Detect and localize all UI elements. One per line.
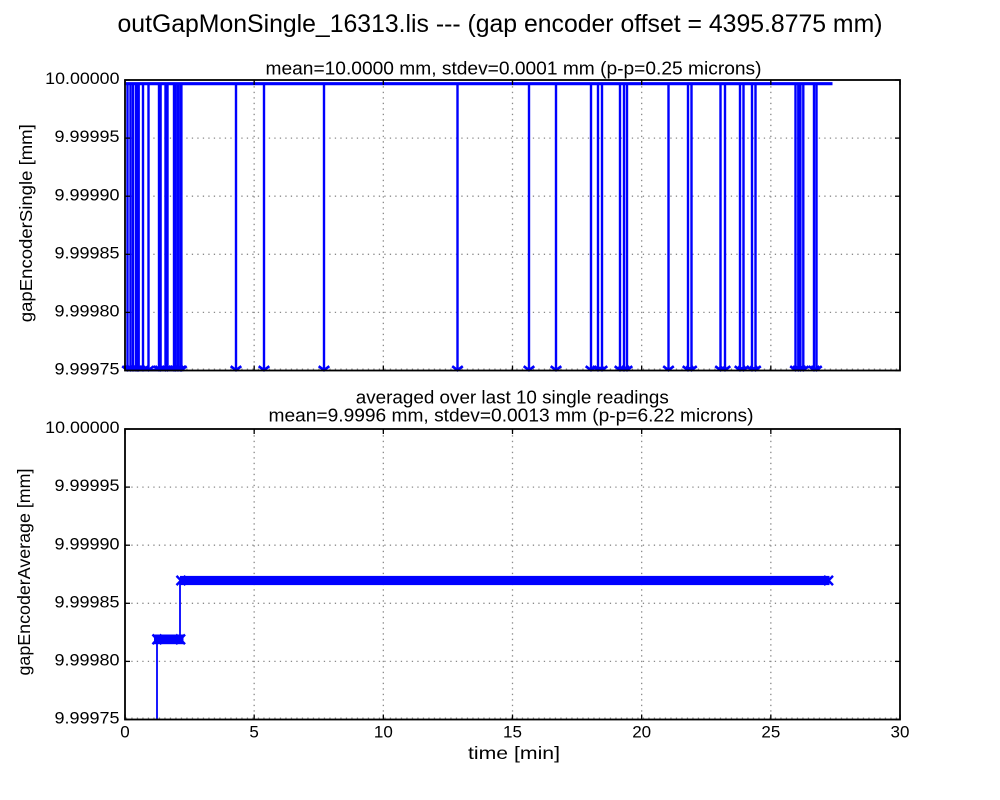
svg-text:0: 0 <box>120 723 129 742</box>
svg-text:9.99985: 9.99985 <box>55 243 120 262</box>
svg-text:9.99975: 9.99975 <box>55 360 120 379</box>
svg-text:9.99990: 9.99990 <box>55 185 120 204</box>
svg-text:10.00000: 10.00000 <box>45 69 119 88</box>
svg-text:9.99995: 9.99995 <box>55 476 120 495</box>
svg-text:5: 5 <box>249 723 258 742</box>
svg-text:9.99990: 9.99990 <box>55 534 120 553</box>
svg-text:9.99995: 9.99995 <box>55 127 120 146</box>
svg-text:gapEncoderSingle [mm]: gapEncoderSingle [mm] <box>16 124 36 322</box>
svg-text:10.00000: 10.00000 <box>45 418 119 437</box>
svg-text:gapEncoderAverage [mm]: gapEncoderAverage [mm] <box>14 469 34 676</box>
svg-text:mean=10.0000 mm, stdev=0.0001: mean=10.0000 mm, stdev=0.0001 mm (p-p=0.… <box>266 57 762 78</box>
svg-text:mean=9.9996 mm, stdev=0.0013 m: mean=9.9996 mm, stdev=0.0013 mm (p-p=6.2… <box>269 405 754 426</box>
svg-text:averaged over last 10 single r: averaged over last 10 single readings <box>356 386 669 407</box>
svg-text:10: 10 <box>374 723 393 742</box>
svg-text:25: 25 <box>761 723 780 742</box>
svg-text:20: 20 <box>632 723 651 742</box>
svg-text:time [min]: time [min] <box>468 743 560 763</box>
svg-text:9.99975: 9.99975 <box>55 709 120 728</box>
svg-text:9.99985: 9.99985 <box>55 592 120 611</box>
svg-text:outGapMonSingle_16313.lis ---: outGapMonSingle_16313.lis --- (gap encod… <box>118 10 883 38</box>
svg-text:30: 30 <box>891 723 910 742</box>
svg-text:15: 15 <box>503 723 522 742</box>
svg-text:9.99980: 9.99980 <box>55 651 120 670</box>
svg-text:9.99980: 9.99980 <box>55 302 120 321</box>
